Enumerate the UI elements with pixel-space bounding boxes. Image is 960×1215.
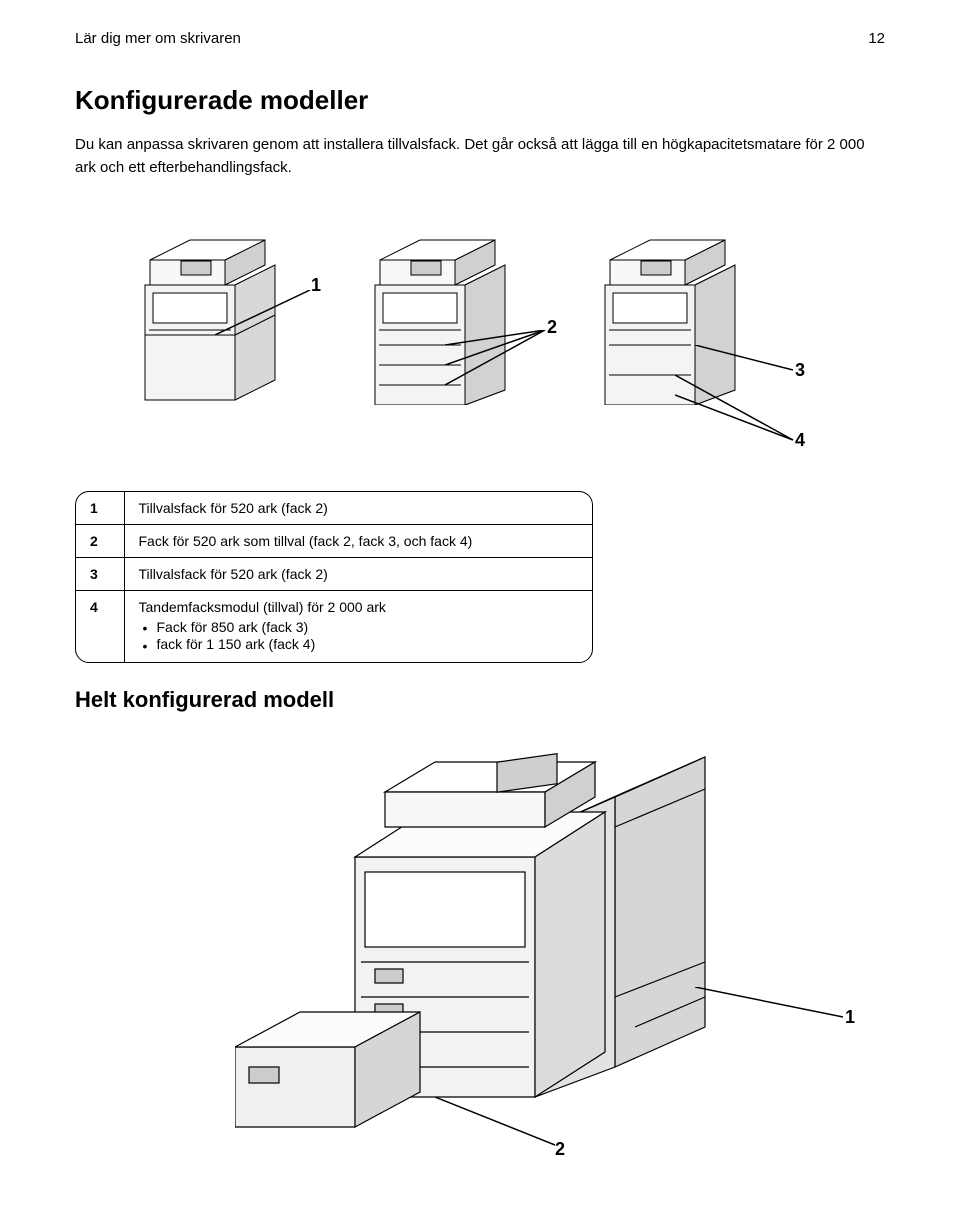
row-num: 3 [76,558,124,591]
table-row: 4 Tandemfacksmodul (tillval) för 2 000 a… [76,591,592,662]
bullet-item: Fack för 850 ark (fack 3) [143,619,579,636]
page-number: 12 [868,30,885,47]
header-title: Lär dig mer om skrivaren [75,30,241,47]
row-num: 2 [76,525,124,558]
callout-b1: 1 [845,1007,855,1028]
leader-b2 [435,1097,565,1147]
row-text: Tillvalsfack för 520 ark (fack 2) [124,492,592,525]
table-row: 1 Tillvalsfack för 520 ark (fack 2) [76,492,592,525]
page-header: Lär dig mer om skrivaren 12 [75,30,885,47]
section2-title: Helt konfigurerad modell [75,687,885,713]
leader-4 [675,375,795,445]
row-text: Fack för 520 ark som tillval (fack 2, fa… [124,525,592,558]
row-text: Tandemfacksmodul (tillval) för 2 000 ark… [124,591,592,662]
callout-4: 4 [795,430,805,451]
bullet-item: fack för 1 150 ark (fack 4) [143,636,579,653]
parts-table: 1 Tillvalsfack för 520 ark (fack 2) 2 Fa… [75,491,593,663]
callout-3: 3 [795,360,805,381]
leader-b1 [695,987,845,1027]
full-printer-illustration [235,737,795,1137]
bottom-diagram: 1 2 [75,727,885,1157]
table-row: 3 Tillvalsfack för 520 ark (fack 2) [76,558,592,591]
intro-paragraph: Du kan anpassa skrivaren genom att insta… [75,134,885,179]
row-text: Tillvalsfack för 520 ark (fack 2) [124,558,592,591]
row-bullets: Fack för 850 ark (fack 3) fack för 1 150… [139,619,579,654]
leader-2 [445,330,550,395]
row-num: 4 [76,591,124,662]
leader-1 [215,290,315,350]
top-diagram: 1 2 [75,215,885,475]
table-row: 2 Fack för 520 ark som tillval (fack 2, … [76,525,592,558]
section-title: Konfigurerade modeller [75,85,885,116]
row-main: Tandemfacksmodul (tillval) för 2 000 ark [139,599,386,615]
row-num: 1 [76,492,124,525]
leader-3 [695,345,795,375]
